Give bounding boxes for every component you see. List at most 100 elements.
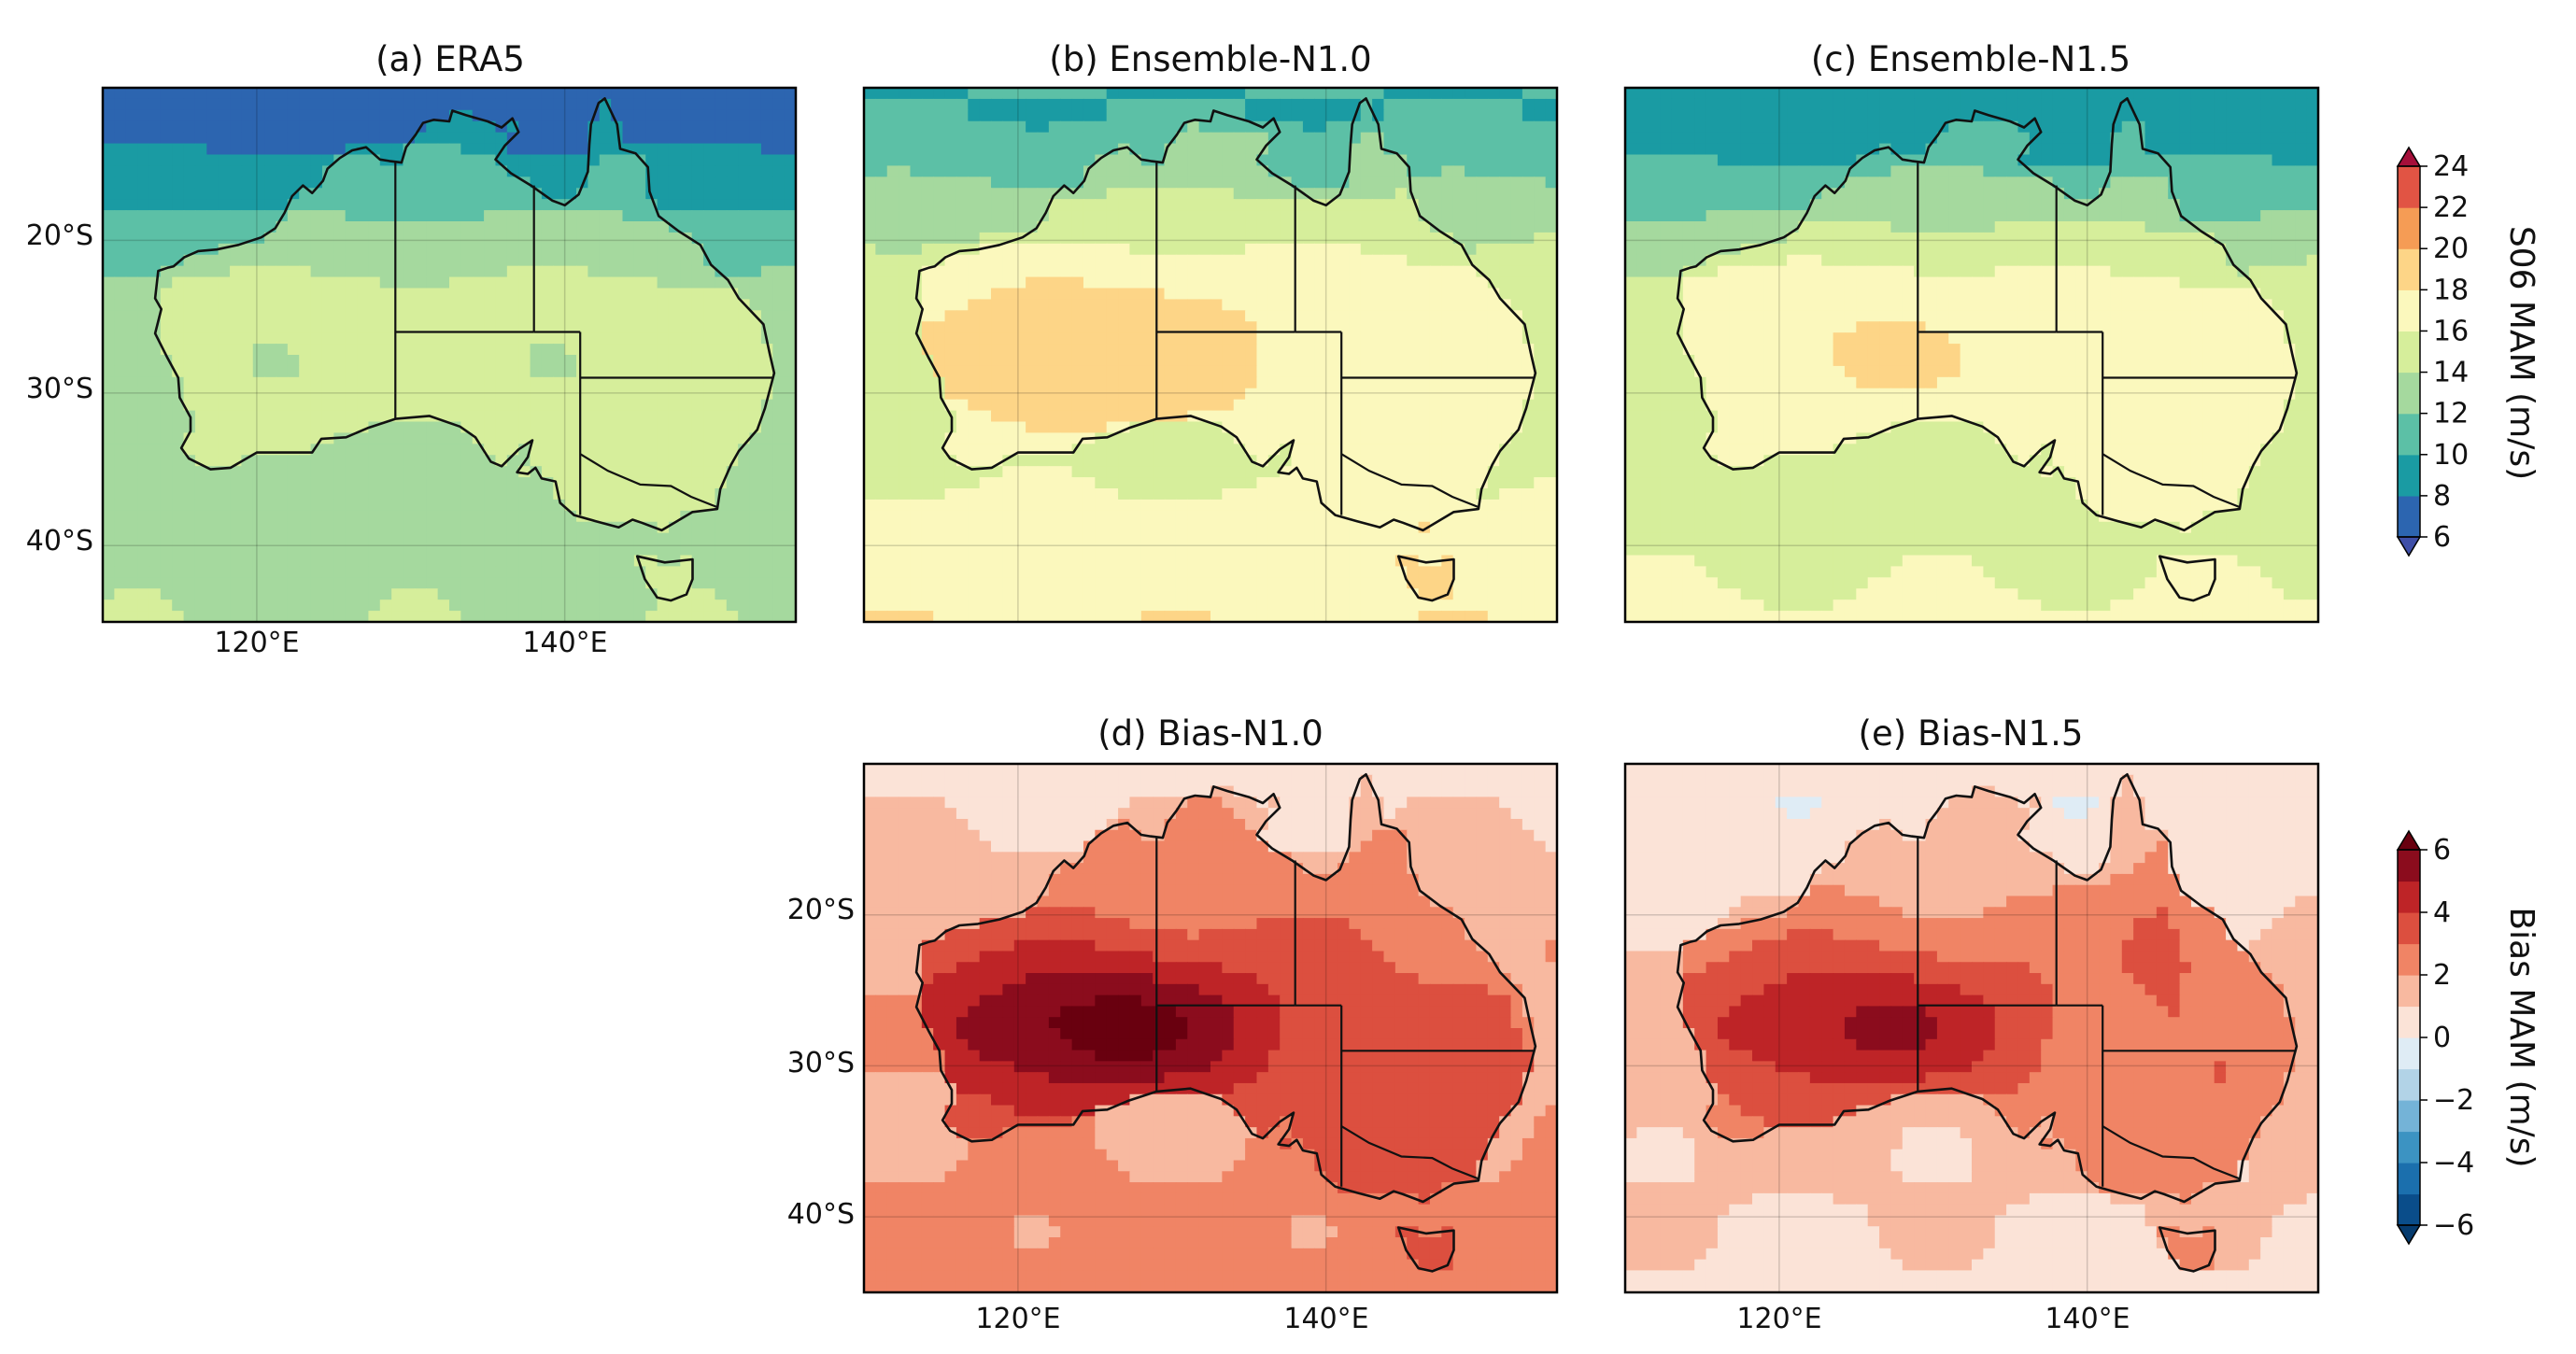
coastline-australia	[914, 97, 1537, 532]
map-frame-d	[862, 762, 1559, 1294]
panel-title-e: (e) Bias-N1.5	[1859, 713, 2084, 754]
colorbar-s06-tick-label: 10	[2433, 439, 2469, 472]
lat-label-a-20s: 20°S	[26, 219, 93, 252]
colorbar-bias-segment	[2398, 975, 2420, 1008]
colorbar-label-bias: Bias MAM (m/s)	[2502, 907, 2541, 1167]
map-frame-c	[1623, 86, 2320, 624]
lon-label-a-120e: 120°E	[214, 627, 299, 659]
panel-b: (b) Ensemble-N1.0	[862, 39, 1559, 624]
map-b	[862, 86, 1559, 624]
coastline-tasmania	[1396, 555, 1455, 602]
panel-c: (c) Ensemble-N1.5	[1623, 39, 2320, 624]
colorbar-s06-tick-label: 16	[2433, 315, 2469, 347]
colorbar-s06-segment	[2398, 413, 2420, 456]
colorbar-s06-extend-max	[2396, 146, 2422, 167]
map-field-e	[1625, 764, 2318, 1292]
lat-label-a-30s: 30°S	[26, 373, 93, 405]
colorbar-bias-segment	[2398, 1163, 2420, 1195]
colorbar-s06-segment	[2398, 331, 2420, 374]
colorbar-s06-segment	[2398, 207, 2420, 249]
state-border-6	[1340, 453, 1480, 509]
panel-d: (d) Bias-N1.0 20°S 30°S 40°S 120°E 140°E	[787, 713, 1559, 1335]
state-border-6	[579, 453, 719, 509]
colorbar-s06-segment	[2398, 248, 2420, 290]
colorbar-bias-tick-label: −6	[2433, 1209, 2474, 1242]
map-a	[101, 86, 798, 624]
colorbar-s06-tick-label: 24	[2433, 150, 2469, 183]
map-field-c	[1625, 88, 2318, 622]
colorbar-s06-segment	[2398, 289, 2420, 331]
lat-label-d-30s: 30°S	[787, 1047, 855, 1079]
lat-label-a-40s: 40°S	[26, 525, 93, 557]
colorbar-s06-tick-label: 12	[2433, 398, 2469, 430]
state-border-6	[2102, 1125, 2242, 1180]
colorbar-bias-tick-label: 2	[2433, 959, 2451, 992]
colorbar-s06-tick-label: 14	[2433, 357, 2469, 389]
panel-title-d: (d) Bias-N1.0	[1097, 713, 1323, 754]
lon-label-e-120e: 120°E	[1736, 1303, 1821, 1335]
colorbar-s06-tick-label: 22	[2433, 191, 2469, 224]
coastline-tasmania	[2158, 555, 2216, 602]
map-frame-e	[1623, 762, 2320, 1294]
map-overlay-e	[1625, 764, 2318, 1292]
colorbar-bias-segment	[2398, 1131, 2420, 1164]
colorbar-bias-segment	[2398, 850, 2420, 882]
colorbar-s06-segment	[2398, 495, 2420, 538]
colorbar-s06-tick-label: 6	[2433, 521, 2451, 554]
map-field-b	[864, 88, 1557, 622]
colorbar-s06-tick-label: 18	[2433, 274, 2469, 306]
coastline-australia	[1676, 97, 2299, 532]
coastline-australia	[1676, 773, 2299, 1204]
colorbar-bias-segment	[2398, 1193, 2420, 1226]
colorbar-bias-segment	[2398, 1100, 2420, 1133]
coastline-tasmania	[635, 555, 694, 602]
colorbar-s06-tick-label: 8	[2433, 480, 2451, 513]
colorbar-s06-segment	[2398, 454, 2420, 497]
colorbar-bias: −6 −4 −2 0 2 4 6 Bias MAM (m/s)	[2396, 829, 2541, 1246]
colorbar-bias-tick-label: 6	[2433, 834, 2451, 867]
map-field-d	[864, 764, 1557, 1292]
map-field-a	[103, 88, 796, 622]
colorbar-s06-extend-min	[2396, 536, 2422, 557]
map-frame-b	[862, 86, 1559, 624]
panel-title-b: (b) Ensemble-N1.0	[1049, 39, 1371, 79]
coastline-australia	[914, 773, 1537, 1204]
colorbar-label-s06: S06 MAM (m/s)	[2502, 226, 2541, 480]
panel-a: (a) ERA5 20°S 30°S 40°S 120°E 140°E	[26, 39, 798, 659]
coastline-australia	[153, 97, 776, 532]
panel-e: (e) Bias-N1.5 120°E 140°E	[1623, 713, 2320, 1335]
map-d	[862, 762, 1559, 1294]
colorbar-bias-segment	[2398, 881, 2420, 913]
lon-label-e-140e: 140°E	[2045, 1303, 2130, 1335]
colorbar-s06-segment	[2398, 166, 2420, 208]
lon-label-d-140e: 140°E	[1283, 1303, 1368, 1335]
colorbar-bias-segment	[2398, 1006, 2420, 1038]
colorbar-bias-segment	[2398, 912, 2420, 945]
colorbar-bias-tick-label: 0	[2433, 1022, 2451, 1054]
colorbar-s06-tick-label: 20	[2433, 233, 2469, 265]
colorbar-bias-tick-label: −2	[2433, 1084, 2474, 1117]
lat-label-d-40s: 40°S	[787, 1198, 855, 1231]
coastline-tasmania	[2158, 1226, 2216, 1273]
lon-label-a-140e: 140°E	[522, 627, 607, 659]
panel-title-a: (a) ERA5	[375, 39, 525, 79]
panel-title-c: (c) Ensemble-N1.5	[1811, 39, 2130, 79]
lon-label-d-120e: 120°E	[975, 1303, 1060, 1335]
map-frame-a	[101, 86, 798, 624]
lat-label-d-20s: 20°S	[787, 894, 855, 926]
map-c	[1623, 86, 2320, 624]
map-overlay-d	[864, 764, 1557, 1292]
colorbar-s06: 6 8 10 12 14 16 18 20 22 24 S06 MAM (m/s)	[2396, 146, 2541, 557]
colorbar-s06-outline	[2397, 165, 2421, 538]
colorbar-bias-tick-label: −4	[2433, 1147, 2474, 1179]
map-overlay-b	[864, 88, 1557, 622]
colorbar-bias-segment	[2398, 1068, 2420, 1101]
map-overlay-a	[103, 88, 796, 622]
colorbar-bias-tick-label: 4	[2433, 896, 2451, 929]
colorbar-bias-extend-min	[2396, 1224, 2422, 1246]
state-border-6	[2102, 453, 2242, 509]
map-overlay-c	[1625, 88, 2318, 622]
colorbar-bias-extend-max	[2396, 829, 2422, 851]
coastline-tasmania	[1396, 1226, 1455, 1273]
